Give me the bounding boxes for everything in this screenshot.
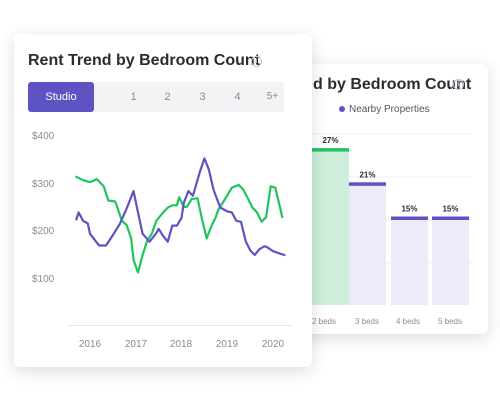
y-tick-label: $300 — [32, 179, 55, 190]
bar-cap — [432, 216, 469, 220]
tab-4[interactable]: 4 — [234, 91, 241, 103]
rent-trend-card: Rent Trend by Bedroom Count i Studio 1 2… — [14, 34, 312, 367]
series-line-purple — [75, 157, 286, 257]
back-card-title: d by Bedroom Count — [313, 76, 472, 93]
legend-entry-nearby: Nearby Properties — [339, 104, 430, 115]
x-tick-label: 2017 — [124, 339, 148, 350]
legend-dot-nearby — [339, 106, 345, 113]
bar-data-label: 15% — [401, 205, 417, 214]
x-tick-label: 2018 — [169, 339, 193, 350]
bedroom-tabs: Studio 1 2 3 4 5+ — [28, 82, 284, 112]
bar-data-label: 21% — [359, 170, 375, 179]
bar[interactable] — [349, 185, 386, 305]
x-tick-label: 4 beds — [396, 317, 420, 326]
tab-5-plus[interactable]: 5+ — [266, 91, 279, 102]
x-axis-line — [68, 325, 292, 326]
rent-trend-line-chart — [75, 157, 286, 274]
bar[interactable] — [391, 219, 428, 306]
bar[interactable] — [432, 219, 469, 306]
front-card-title: Rent Trend by Bedroom Count — [28, 52, 260, 69]
tab-1[interactable]: 1 — [130, 91, 137, 103]
y-tick-label: $400 — [32, 131, 55, 142]
x-tick-label: 2016 — [78, 339, 102, 350]
y-tick-label: $100 — [32, 274, 55, 285]
x-tick-label: 2 beds — [312, 317, 336, 326]
tab-3[interactable]: 3 — [199, 91, 206, 103]
bar-chart: 27% 2 beds 21% 3 beds 15% 4 beds 15% 5 beds — [306, 133, 472, 326]
bar-cap — [391, 216, 428, 220]
x-tick-label: 2019 — [215, 339, 239, 350]
bar-cap — [312, 148, 349, 152]
x-tick-label: 2020 — [261, 339, 285, 350]
bar-data-label: 15% — [442, 205, 458, 214]
bedroom-distribution-card: d by Bedroom Count i erty Nearby Propert… — [286, 64, 488, 334]
info-icon[interactable]: i — [453, 79, 464, 90]
series-line-green — [75, 175, 284, 274]
bar[interactable] — [312, 151, 349, 305]
bar-cap — [349, 182, 386, 186]
legend-label-nearby: Nearby Properties — [349, 104, 430, 115]
x-tick-label: 3 beds — [355, 317, 379, 326]
tab-2[interactable]: 2 — [164, 91, 171, 103]
y-tick-label: $200 — [32, 226, 55, 237]
info-icon[interactable]: i — [251, 56, 262, 67]
bar-data-label: 27% — [322, 136, 338, 145]
x-tick-label: 5 beds — [438, 317, 462, 326]
tab-studio[interactable]: Studio — [28, 82, 94, 112]
